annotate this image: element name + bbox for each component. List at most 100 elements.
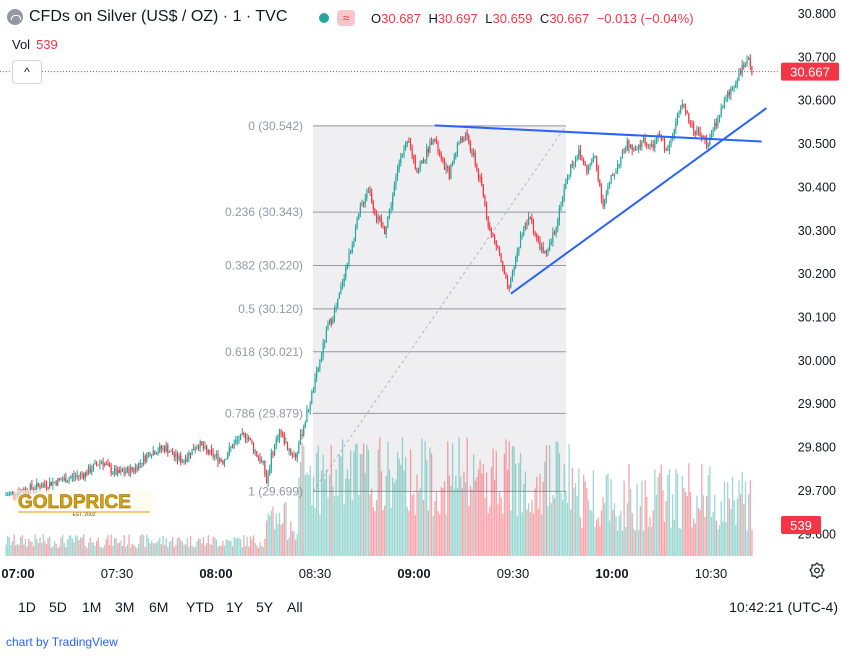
volume-bar: [5, 544, 7, 556]
range-1d-button[interactable]: 1D: [18, 599, 36, 615]
candle-body: [314, 377, 316, 391]
volume-bar: [574, 483, 577, 556]
candle-body: [70, 477, 72, 479]
volume-bar: [159, 537, 161, 556]
candle-body: [466, 132, 468, 137]
market-status-badge[interactable]: ≈: [315, 9, 357, 27]
price-axis: 30.800 30.700 30.600 30.500 30.400 30.300 30.2…: [781, 7, 839, 541]
range-5d-button[interactable]: 5D: [49, 599, 67, 615]
volume-bar: [558, 453, 561, 556]
candle-body: [348, 253, 350, 264]
candle-body: [464, 132, 467, 141]
candle-body: [222, 460, 224, 464]
ohlc-change: −0.013 (−0.04%): [596, 11, 694, 26]
chevron-up-icon: ^: [24, 65, 30, 79]
volume-bar: [385, 476, 387, 556]
candle-body: [181, 461, 183, 463]
volume-bar: [503, 453, 506, 556]
volume-bar: [188, 546, 190, 556]
volume-bar: [604, 503, 606, 556]
volume-bar: [7, 535, 9, 556]
range-3m-button[interactable]: 3M: [115, 599, 135, 615]
volume-bar: [693, 518, 695, 556]
candle-body: [725, 97, 727, 101]
settings-gear-icon[interactable]: [808, 562, 826, 580]
candle-body: [647, 144, 649, 146]
volume-bar: [396, 451, 399, 556]
volume-bar: [252, 535, 255, 556]
volume-bar: [217, 546, 219, 556]
range-5y-button[interactable]: 5Y: [256, 599, 274, 615]
candle-body: [684, 107, 687, 111]
candle-body: [508, 287, 510, 289]
volume-bar: [311, 504, 313, 556]
volume-bar: [325, 469, 328, 556]
price-tick-label: 30.100: [798, 311, 836, 325]
candle-body: [316, 371, 318, 378]
candle-body: [298, 444, 300, 453]
candle-body: [456, 143, 459, 153]
volume-bar: [723, 481, 726, 556]
candle-body: [11, 491, 14, 493]
clock-timezone[interactable]: 10:42:21 (UTC-4): [729, 599, 838, 615]
ohlc-low-key: L: [485, 11, 493, 26]
volume-bar: [735, 524, 737, 556]
volume-bar: [372, 507, 374, 556]
tradingview-credit[interactable]: chart by TradingView: [6, 635, 118, 649]
volume-bar: [282, 523, 284, 556]
range-1y-button[interactable]: 1Y: [226, 599, 244, 615]
candle-body: [552, 232, 554, 243]
candle-body: [96, 462, 98, 465]
trendline-upper[interactable]: [434, 124, 762, 143]
candle-body: [246, 437, 248, 439]
candle-body: [510, 278, 512, 288]
trendline-lower[interactable]: [510, 107, 768, 295]
candle-body: [565, 182, 567, 189]
volume-bar: [597, 517, 599, 556]
volume-bar: [728, 498, 730, 556]
volume-bar: [676, 473, 679, 556]
volume-bar: [251, 539, 253, 556]
candle-body: [403, 147, 405, 155]
volume-bar: [76, 536, 78, 556]
candle-body: [319, 359, 321, 369]
candle-body: [406, 141, 408, 144]
volume-bar: [537, 508, 540, 556]
volume-bar: [286, 540, 289, 556]
fib-level-label: 0 (30.542): [248, 119, 303, 133]
candle-body: [338, 292, 340, 299]
candle-body: [52, 481, 54, 486]
volume-bar: [715, 520, 718, 556]
collapse-legend-button[interactable]: ^: [12, 60, 42, 84]
candle-body: [207, 450, 209, 454]
range-ytd-button[interactable]: YTD: [186, 599, 214, 615]
candle-body: [309, 404, 311, 410]
candle-body: [455, 152, 457, 157]
range-all-button[interactable]: All: [287, 599, 303, 615]
symbol-title[interactable]: CFDs on Silver (US$ / OZ) · 1 · TVC: [29, 8, 288, 25]
fib-level-label: 0.786 (29.879): [225, 406, 303, 420]
candle-body: [261, 460, 263, 463]
volume-bar: [285, 502, 287, 556]
candle-body: [118, 469, 120, 473]
price-tick-label: 30.600: [798, 94, 836, 108]
candle-body: [204, 446, 206, 449]
volume-bar: [500, 497, 502, 556]
candle-body: [141, 462, 143, 464]
volume-bar: [172, 536, 174, 556]
volume-bar: [78, 540, 80, 556]
price-tick-label: 30.200: [798, 267, 836, 281]
candle-body: [571, 164, 573, 166]
candle-body: [487, 216, 489, 227]
range-6m-button[interactable]: 6M: [149, 599, 169, 615]
volume-bar: [392, 477, 394, 556]
candle-body: [329, 319, 331, 324]
candle-body: [139, 462, 141, 464]
candle-body: [154, 450, 156, 455]
volume-bar: [469, 485, 472, 556]
candle-body: [369, 189, 371, 193]
range-1m-button[interactable]: 1M: [82, 599, 102, 615]
volume-bar: [712, 511, 714, 556]
volume-bar: [84, 545, 86, 556]
